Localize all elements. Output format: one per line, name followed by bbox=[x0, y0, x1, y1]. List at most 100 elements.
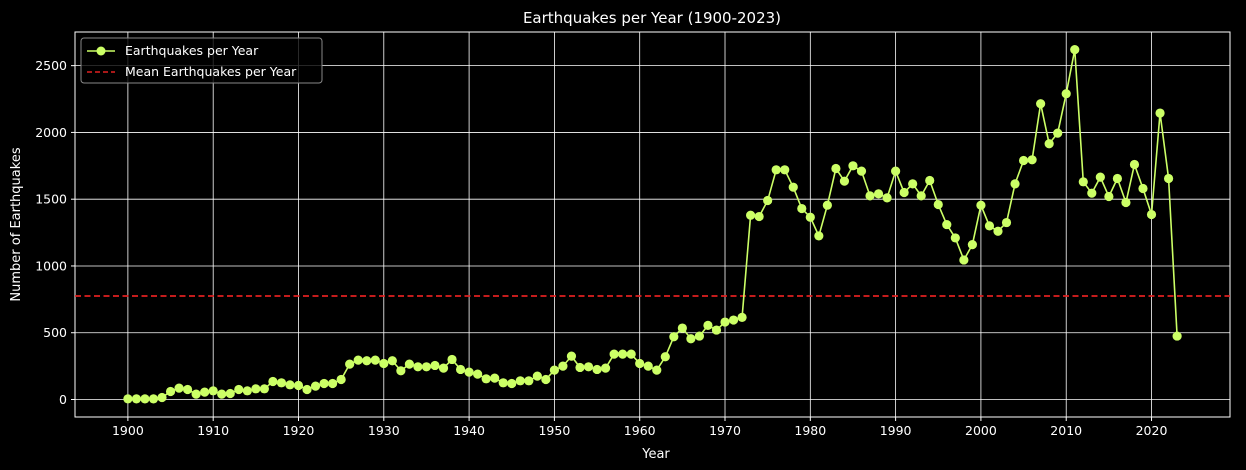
data-point bbox=[131, 394, 142, 404]
data-point bbox=[251, 384, 261, 394]
data-point bbox=[507, 378, 517, 389]
data-point bbox=[592, 364, 602, 375]
data-point bbox=[558, 361, 568, 371]
x-tick-label: 1910 bbox=[197, 423, 229, 438]
data-point bbox=[464, 367, 474, 377]
data-point bbox=[839, 176, 850, 186]
data-point bbox=[498, 378, 508, 388]
data-point bbox=[848, 161, 858, 171]
data-point bbox=[1010, 179, 1020, 189]
x-tick-label: 1920 bbox=[283, 423, 315, 438]
data-point bbox=[805, 212, 815, 222]
data-point bbox=[140, 394, 150, 404]
data-point bbox=[1146, 209, 1157, 220]
data-point bbox=[208, 386, 218, 396]
data-point bbox=[1112, 173, 1122, 184]
data-point bbox=[831, 163, 841, 174]
data-point bbox=[984, 221, 995, 231]
data-point bbox=[754, 211, 764, 222]
data-point bbox=[737, 312, 747, 322]
data-point bbox=[797, 203, 807, 214]
data-point bbox=[421, 362, 432, 372]
data-point bbox=[447, 354, 457, 365]
data-point bbox=[302, 384, 312, 395]
data-point bbox=[1061, 89, 1071, 99]
data-point bbox=[933, 199, 943, 210]
data-point bbox=[532, 371, 542, 381]
data-point bbox=[788, 182, 798, 192]
data-point bbox=[635, 358, 645, 369]
x-tick-label: 1940 bbox=[453, 423, 485, 438]
y-tick-label: 2000 bbox=[35, 125, 67, 140]
data-point bbox=[686, 334, 696, 344]
data-point bbox=[490, 373, 500, 383]
data-point bbox=[438, 363, 449, 373]
data-point bbox=[1018, 155, 1029, 166]
data-point bbox=[413, 362, 423, 372]
data-point bbox=[1138, 183, 1148, 194]
data-point bbox=[225, 388, 235, 399]
data-point bbox=[925, 175, 935, 186]
data-point bbox=[328, 378, 338, 389]
data-point bbox=[976, 200, 986, 210]
data-point bbox=[1087, 188, 1097, 198]
data-point bbox=[780, 165, 790, 175]
data-point bbox=[259, 384, 269, 394]
series-line-earthquakes bbox=[127, 48, 1178, 400]
x-tick-label: 2010 bbox=[1050, 423, 1082, 438]
x-tick-label: 1960 bbox=[624, 423, 656, 438]
data-point bbox=[814, 231, 824, 241]
data-point bbox=[746, 210, 756, 220]
data-point bbox=[1078, 177, 1088, 187]
data-point bbox=[515, 376, 525, 386]
data-point bbox=[148, 394, 159, 404]
data-point bbox=[1129, 159, 1140, 170]
x-tick-label: 2000 bbox=[965, 423, 997, 438]
chart-title: Earthquakes per Year (1900-2023) bbox=[523, 9, 781, 27]
x-axis-label: Year bbox=[641, 447, 670, 462]
data-point bbox=[1104, 191, 1114, 202]
data-point bbox=[566, 351, 577, 361]
data-point bbox=[157, 392, 167, 403]
data-point bbox=[728, 315, 739, 325]
data-point bbox=[549, 365, 560, 375]
data-point bbox=[703, 320, 713, 330]
data-point bbox=[1053, 128, 1063, 138]
data-point bbox=[1121, 197, 1131, 208]
data-point bbox=[165, 386, 176, 397]
data-point bbox=[345, 359, 355, 369]
data-point bbox=[353, 355, 363, 365]
data-point bbox=[541, 374, 551, 385]
data-point bbox=[285, 380, 295, 390]
data-point bbox=[396, 366, 406, 376]
data-point bbox=[481, 374, 491, 384]
data-point bbox=[387, 356, 397, 366]
data-point bbox=[310, 381, 321, 391]
data-point bbox=[618, 349, 628, 359]
data-point bbox=[1163, 173, 1174, 184]
data-point bbox=[217, 389, 227, 399]
data-point bbox=[191, 389, 201, 399]
data-point bbox=[1036, 99, 1046, 109]
y-tick-label: 1500 bbox=[35, 192, 67, 207]
x-tick-label: 1970 bbox=[709, 423, 741, 438]
y-tick-label: 1000 bbox=[35, 258, 67, 273]
data-point bbox=[942, 219, 952, 230]
y-tick-label: 2500 bbox=[35, 58, 67, 73]
plot-frame bbox=[74, 31, 1231, 418]
data-point bbox=[575, 362, 585, 373]
data-point bbox=[1044, 139, 1054, 149]
data-point bbox=[379, 358, 389, 369]
x-tick-label: 1950 bbox=[538, 423, 570, 438]
data-point bbox=[1070, 45, 1080, 55]
data-point bbox=[609, 349, 619, 359]
y-tick-label: 0 bbox=[59, 392, 67, 407]
data-point bbox=[856, 166, 867, 176]
grid bbox=[75, 32, 1230, 417]
x-tick-label: 1900 bbox=[112, 423, 144, 438]
data-point bbox=[1095, 172, 1105, 182]
x-tick-label: 1990 bbox=[880, 423, 912, 438]
legend: Earthquakes per Year Mean Earthquakes pe… bbox=[80, 37, 323, 84]
data-point bbox=[234, 384, 244, 395]
